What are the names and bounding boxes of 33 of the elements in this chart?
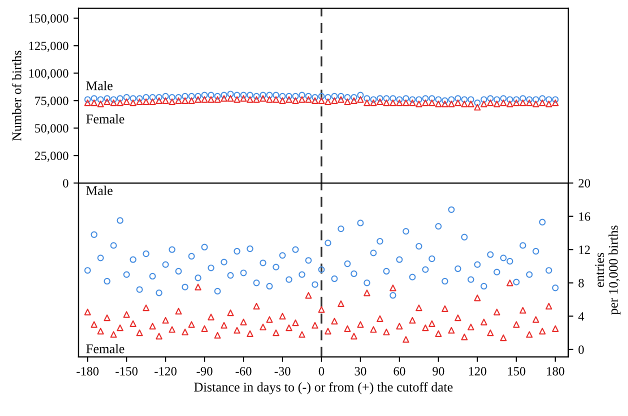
x-tick-label: 30 <box>354 367 366 376</box>
y-tick-label: 25,000 <box>34 152 68 162</box>
y2-tick-label: 8 <box>578 278 584 288</box>
x-tick-label: 90 <box>432 367 444 376</box>
y-tick-label: 150,000 <box>29 14 68 24</box>
series-label: Female <box>86 114 124 124</box>
y2-tick-label: 4 <box>578 312 584 320</box>
x-tick-label: -180 <box>76 367 99 376</box>
series-label: Female <box>86 344 124 354</box>
y-tick-label: 75,000 <box>35 96 68 107</box>
y2-tick-label: 16 <box>579 212 590 221</box>
x-tick-label: -90 <box>196 367 212 376</box>
y-tick-label: 125,000 <box>29 42 68 52</box>
x-tick-label: 120 <box>469 367 486 376</box>
x-tick-label: 60 <box>394 367 406 376</box>
y2-tick-label: 20 <box>578 179 590 188</box>
y-axis-title: Number of births <box>12 50 22 141</box>
y2-axis-title: entries per 10,000 births <box>595 226 620 315</box>
y2-tick-label: 12 <box>579 246 590 254</box>
x-axis-title: Distance in days to (-) or from (+) the cutoff date <box>194 382 453 394</box>
x-tick-label: 180 <box>547 367 564 376</box>
y-tick-label: 0 <box>63 179 68 188</box>
x-tick-label: -60 <box>236 367 252 376</box>
x-tick-label: -150 <box>116 367 138 376</box>
series-label: Male <box>86 186 112 196</box>
x-tick-label: 0 <box>318 367 324 376</box>
y-tick-label: 100,000 <box>29 69 68 80</box>
x-tick-label: 150 <box>508 367 526 376</box>
y2-tick-label: 0 <box>578 345 584 354</box>
x-tick-label: -30 <box>274 367 290 376</box>
x-tick-label: -120 <box>154 367 177 376</box>
series-label: Male <box>86 80 112 90</box>
y-tick-label: 50,000 <box>35 124 68 134</box>
